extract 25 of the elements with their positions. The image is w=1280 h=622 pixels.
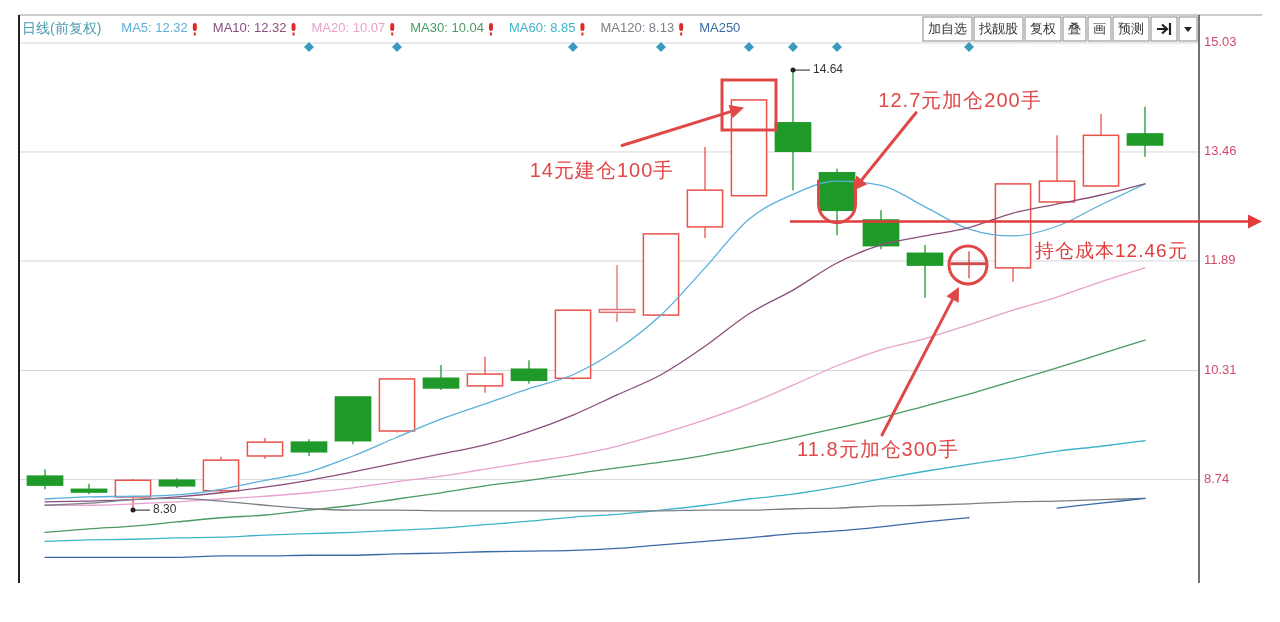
y-tick-label: 10.31 <box>1204 362 1237 378</box>
text: MA120: 8.13 <box>600 20 675 36</box>
annotation: 8.30 <box>153 502 177 517</box>
annotation: 12.7元加仓200手 <box>878 88 1042 111</box>
y-tick-label: 13.46 <box>1204 143 1237 159</box>
annotation: 14.64 <box>813 62 844 77</box>
text: 预测 <box>1118 20 1144 36</box>
text: MA30: 10.04 <box>410 20 484 36</box>
y-tick-label: 11.89 <box>1204 252 1236 268</box>
chart-title: 日线(前复权) <box>22 19 102 36</box>
y-tick-label: 8.74 <box>1204 471 1230 487</box>
text: MA250 <box>699 20 741 36</box>
text: MA10: 12.32 <box>212 20 287 36</box>
text: 叠 <box>1068 20 1081 36</box>
annotation: 11.8元加仓300手 <box>797 438 959 461</box>
text: 画 <box>1093 20 1106 36</box>
text: MA20: 10.07 <box>311 20 386 36</box>
text: 找靓股 <box>978 20 1018 36</box>
text: MA5: 12.32 <box>121 20 188 36</box>
text: 复权 <box>1030 20 1056 36</box>
y-tick-label: 15.03 <box>1204 34 1237 50</box>
text: 加自选 <box>928 20 967 36</box>
annotation: 14元建仓100手 <box>529 158 675 181</box>
text: MA60: 8.85 <box>508 20 576 36</box>
ref-line-label: 持仓成本12.46元 <box>1035 240 1188 262</box>
